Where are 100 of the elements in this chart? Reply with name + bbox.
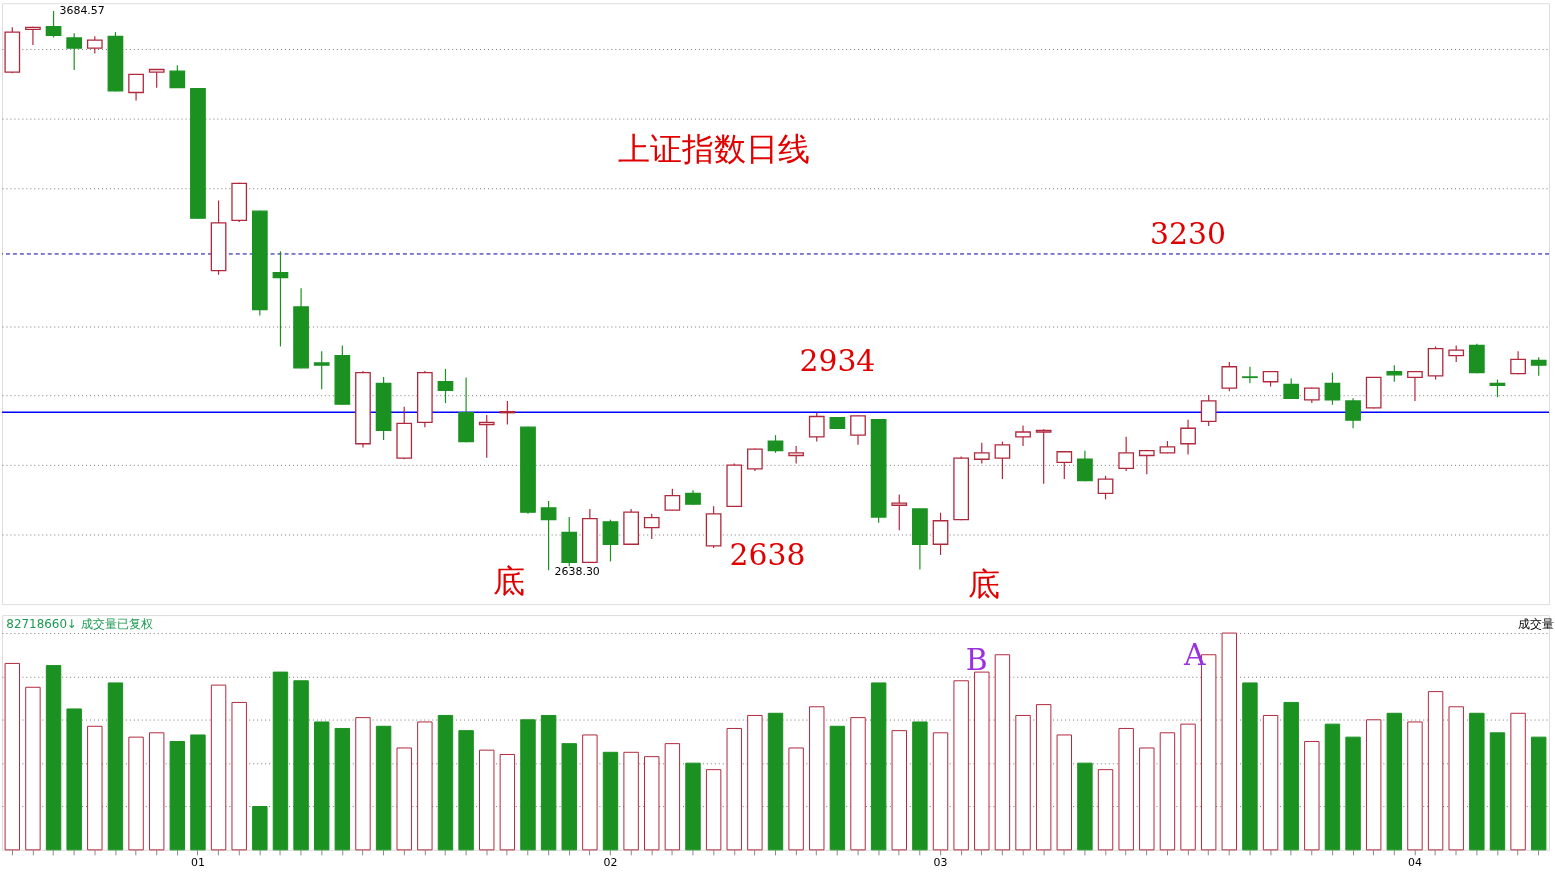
candlestick	[994, 441, 1011, 480]
bar	[1489, 732, 1506, 851]
bar	[829, 725, 846, 851]
bar	[1139, 747, 1155, 851]
candlestick	[1035, 428, 1052, 485]
candlestick	[148, 68, 165, 89]
x-tick-label: 01	[190, 856, 205, 870]
candlestick	[1530, 356, 1547, 377]
candlestick	[313, 350, 330, 390]
candlestick	[932, 512, 949, 556]
bar	[994, 654, 1011, 851]
bar	[293, 680, 309, 851]
candlestick	[788, 445, 805, 465]
bar	[1469, 712, 1485, 851]
bar	[912, 721, 928, 851]
bar	[582, 734, 598, 851]
bar	[87, 725, 103, 851]
candlestick	[45, 10, 62, 39]
bar	[1386, 712, 1403, 851]
x-tick-label: 04	[1407, 856, 1422, 870]
bar	[1345, 736, 1361, 851]
bar	[602, 751, 619, 851]
bar	[1035, 704, 1052, 851]
x-tick-label: 03	[933, 856, 948, 870]
bar	[1427, 691, 1444, 851]
bar	[169, 740, 186, 851]
candlestick	[1283, 377, 1300, 400]
bar	[417, 721, 433, 851]
bar	[1015, 714, 1031, 851]
candlestick	[1407, 370, 1423, 402]
bar	[1056, 734, 1073, 851]
candlestick	[973, 442, 990, 465]
text: 成交量	[1518, 617, 1555, 632]
bar	[107, 682, 124, 851]
bar	[1324, 723, 1341, 851]
annotation: 3684.57	[59, 4, 105, 18]
bar	[685, 762, 701, 851]
bar	[1180, 723, 1196, 851]
candlestick	[478, 414, 495, 459]
bar	[705, 769, 722, 851]
bar	[334, 727, 351, 851]
annotation: B	[965, 641, 988, 677]
bar	[148, 732, 165, 851]
candlestick	[272, 250, 289, 348]
bar	[437, 714, 454, 851]
candlestick	[1056, 450, 1073, 480]
candlestick	[499, 400, 516, 426]
x-tick-label: 02	[603, 856, 618, 870]
candlestick	[128, 73, 144, 102]
bar	[210, 684, 227, 851]
bar	[313, 721, 330, 851]
bar	[1304, 740, 1320, 851]
bar	[540, 714, 557, 851]
bar	[396, 747, 412, 851]
bar	[252, 806, 268, 851]
candlestick	[643, 513, 660, 540]
bar	[870, 682, 887, 851]
bar	[809, 706, 825, 851]
bar	[664, 743, 681, 851]
bar	[1283, 701, 1299, 851]
bar	[1531, 736, 1547, 851]
candlestick	[1221, 361, 1238, 392]
bar	[1365, 719, 1382, 851]
candlestick	[169, 64, 186, 89]
annotation: 底	[967, 565, 1000, 604]
bar	[1159, 732, 1176, 851]
bar	[231, 701, 247, 851]
bar	[644, 756, 660, 851]
bar	[974, 671, 990, 851]
bar	[953, 680, 969, 851]
candlestick	[66, 32, 83, 71]
candlestick	[1118, 436, 1135, 472]
ref-line-label: 2934	[799, 343, 876, 379]
bar	[4, 662, 21, 851]
candlestick	[664, 488, 681, 512]
candlestick	[808, 412, 825, 443]
text: 82718660↓ 成交量已复权	[6, 617, 153, 632]
bar	[747, 714, 763, 851]
annotation: 2638.30	[554, 565, 600, 579]
bar	[190, 734, 206, 851]
candlestick	[1242, 366, 1258, 384]
annotation: 2638	[729, 537, 806, 573]
candlestick	[1097, 475, 1114, 500]
bar	[355, 717, 371, 851]
ref-line-label: 3230	[1150, 216, 1227, 252]
candlestick	[602, 519, 619, 562]
bar	[1510, 712, 1526, 851]
candlestick	[891, 493, 908, 531]
candlestick	[1345, 397, 1361, 429]
bar	[767, 712, 784, 851]
candlestick	[1180, 419, 1196, 456]
bar	[458, 730, 474, 851]
bar	[1077, 762, 1093, 851]
bar	[561, 743, 577, 851]
candlestick	[1200, 394, 1217, 427]
candlestick	[1138, 449, 1155, 475]
candlestick	[540, 500, 557, 571]
bar	[499, 753, 516, 851]
bar	[1242, 682, 1258, 851]
bar	[623, 751, 639, 851]
